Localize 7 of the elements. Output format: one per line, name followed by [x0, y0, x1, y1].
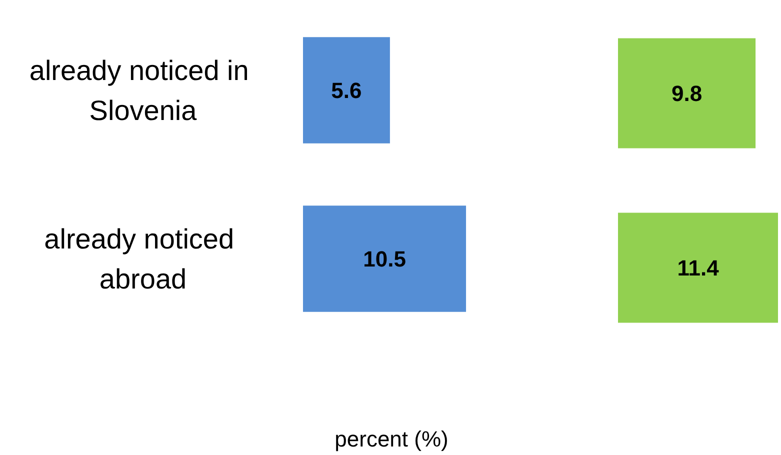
y-tick-label: already noticed in Slovenia — [29, 54, 257, 126]
y-tick-label: already noticed abroad — [44, 223, 242, 294]
data-label: 9.8 — [671, 80, 702, 106]
data-label: 11.4 — [677, 255, 720, 280]
x-axis-title: percent (%) — [334, 426, 448, 452]
data-label: 10.5 — [363, 246, 406, 272]
data-label: 5.6 — [331, 78, 362, 103]
